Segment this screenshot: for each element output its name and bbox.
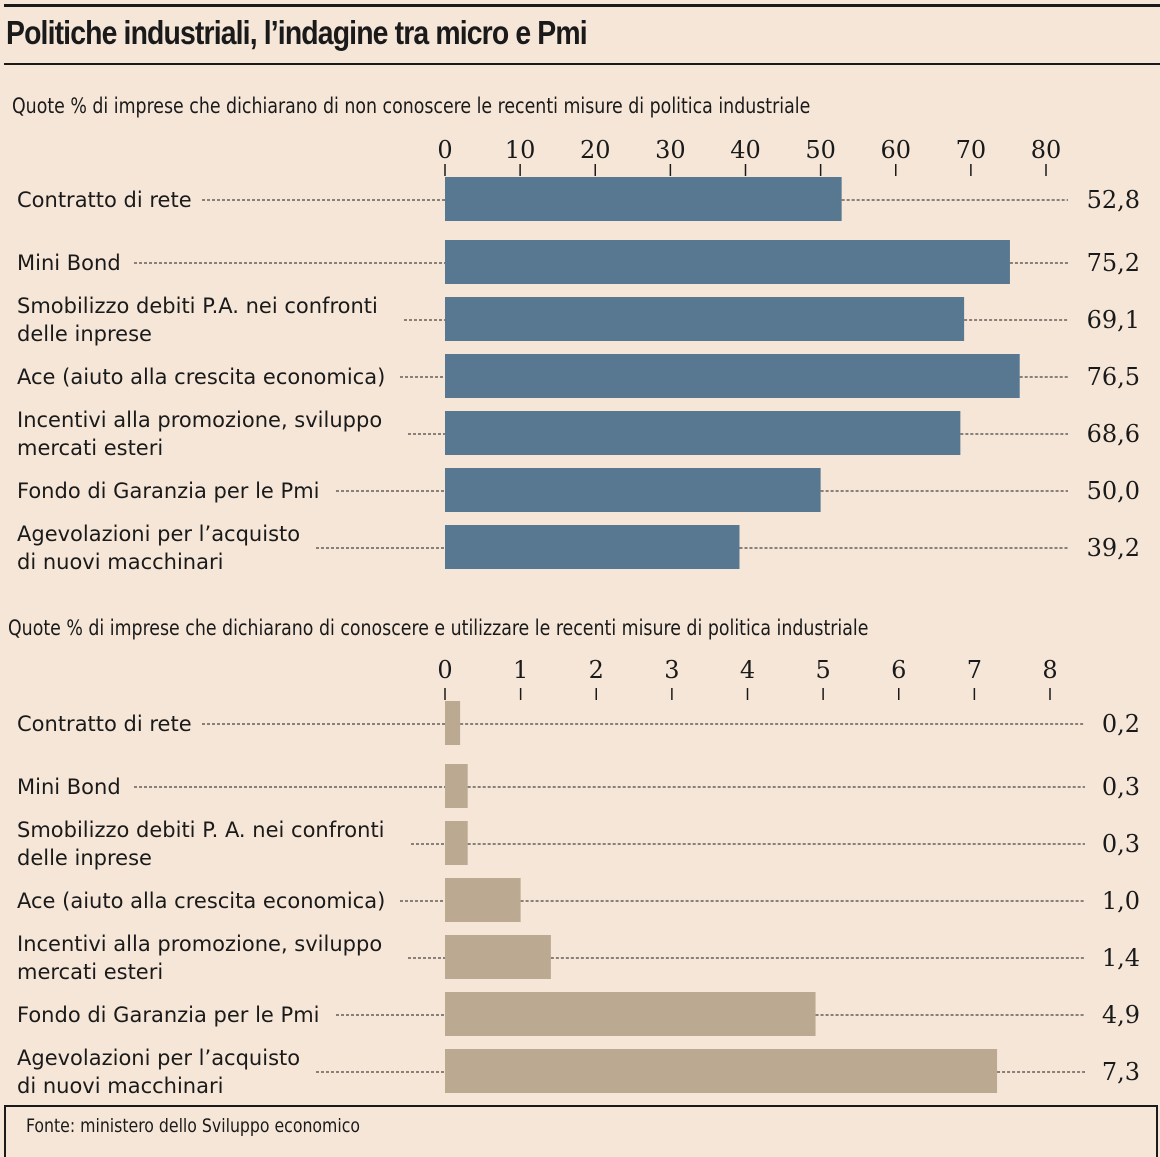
category-label: Ace (aiuto alla crescita economica) xyxy=(17,889,385,913)
x-tick-label: 7 xyxy=(967,656,982,684)
category-label: Agevolazioni per l’acquisto xyxy=(17,522,300,546)
x-tick-label: 5 xyxy=(815,656,830,684)
category-label: Smobilizzo debiti P. A. nei confronti xyxy=(17,818,385,842)
value-label: 69,1 xyxy=(1087,306,1140,334)
x-tick-label: 0 xyxy=(437,136,452,164)
category-label: Agevolazioni per l’acquisto xyxy=(17,1046,300,1070)
x-tick-label: 80 xyxy=(1031,136,1062,164)
chart-1-subtitle: Quote % di imprese che dichiarano di non… xyxy=(12,94,811,118)
bar xyxy=(445,297,965,341)
bar xyxy=(445,764,468,808)
x-tick-label: 8 xyxy=(1042,656,1057,684)
category-label: Fondo di Garanzia per le Pmi xyxy=(17,1003,319,1027)
top-rule xyxy=(4,4,1160,7)
value-label: 0,3 xyxy=(1102,830,1140,858)
category-label: mercati esteri xyxy=(17,436,163,460)
x-tick-label: 60 xyxy=(880,136,911,164)
x-tick-label: 0 xyxy=(437,656,452,684)
bar xyxy=(445,878,521,922)
category-label: Incentivi alla promozione, sviluppo xyxy=(17,932,382,956)
bar xyxy=(445,1049,998,1093)
x-tick-label: 20 xyxy=(580,136,611,164)
category-label: mercati esteri xyxy=(17,960,163,984)
value-label: 1,0 xyxy=(1102,887,1140,915)
chart-1: 0 10 20 30 40 50 60 70 80 Contratto di rete 52,8 Mi… xyxy=(17,136,1140,570)
bar xyxy=(445,240,1010,284)
value-label: 76,5 xyxy=(1087,363,1140,391)
value-label: 7,3 xyxy=(1102,1058,1140,1086)
x-tick-label: 2 xyxy=(589,656,604,684)
category-label: Ace (aiuto alla crescita economica) xyxy=(17,365,385,389)
value-label: 0,2 xyxy=(1102,710,1140,738)
bar xyxy=(445,935,551,979)
chart-2: 0 1 2 3 4 5 6 7 8 Contratto di rete 0,2 Mini Bond 0,… xyxy=(17,656,1140,1098)
category-label: Incentivi alla promozione, sviluppo xyxy=(17,408,382,432)
x-tick-label: 4 xyxy=(740,656,755,684)
source-box: Fonte: ministero dello Sviluppo economic… xyxy=(4,1105,1158,1157)
bar xyxy=(445,821,468,865)
x-tick-label: 6 xyxy=(891,656,906,684)
x-tick-label: 10 xyxy=(505,136,536,164)
x-tick-label: 70 xyxy=(956,136,987,164)
x-tick-label: 30 xyxy=(655,136,686,164)
value-label: 1,4 xyxy=(1102,944,1140,972)
bar xyxy=(445,992,816,1036)
x-tick-label: 3 xyxy=(664,656,679,684)
category-label: Contratto di rete xyxy=(17,712,192,736)
chart-title: Politiche industriali, l’indagine tra mi… xyxy=(6,14,588,51)
x-tick-label: 40 xyxy=(730,136,761,164)
category-label: di nuovi macchinari xyxy=(17,1074,223,1098)
x-tick-label: 50 xyxy=(805,136,836,164)
source-note: Fonte: ministero dello Sviluppo economic… xyxy=(26,1115,361,1137)
title-rule xyxy=(4,63,1160,65)
bar xyxy=(445,525,740,569)
value-label: 39,2 xyxy=(1087,534,1140,562)
bar xyxy=(445,468,821,512)
value-label: 68,6 xyxy=(1087,420,1140,448)
bar xyxy=(445,411,961,455)
chart-2-subtitle: Quote % di imprese che dichiarano di con… xyxy=(8,616,869,640)
category-label: Smobilizzo debiti P.A. nei confronti xyxy=(17,294,378,318)
category-label: Fondo di Garanzia per le Pmi xyxy=(17,479,319,503)
bar xyxy=(445,701,461,745)
value-label: 0,3 xyxy=(1102,773,1140,801)
bar xyxy=(445,177,842,221)
value-label: 50,0 xyxy=(1087,477,1140,505)
bar xyxy=(445,354,1020,398)
category-label: Mini Bond xyxy=(17,251,121,275)
category-label: di nuovi macchinari xyxy=(17,550,223,570)
category-label: delle inprese xyxy=(17,322,152,346)
category-label: Contratto di rete xyxy=(17,188,192,212)
value-label: 75,2 xyxy=(1087,249,1140,277)
category-label: delle inprese xyxy=(17,846,152,870)
value-label: 52,8 xyxy=(1087,186,1140,214)
x-tick-label: 1 xyxy=(513,656,528,684)
category-label: Mini Bond xyxy=(17,775,121,799)
value-label: 4,9 xyxy=(1102,1001,1140,1029)
